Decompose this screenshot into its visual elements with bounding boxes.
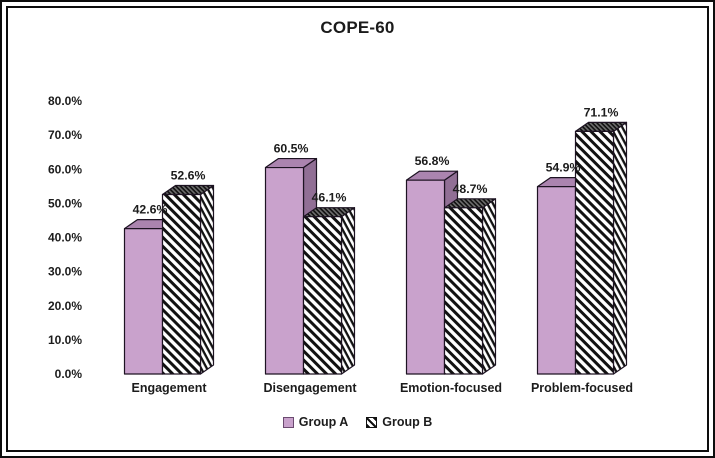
y-axis-tick-label: 0.0% (55, 367, 83, 381)
x-axis-category-label: Problem-focused (531, 381, 633, 395)
bar-front-face (405, 179, 446, 375)
bar-value-label: 46.1% (312, 191, 347, 205)
y-axis-tick-label: 80.0% (48, 94, 82, 108)
bar-front-face (264, 166, 305, 375)
bar-value-label: 54.9% (546, 161, 581, 175)
y-axis-tick-label: 60.0% (48, 162, 82, 176)
bar-group-b-disengagement (302, 207, 356, 375)
bar-value-label: 56.8% (415, 154, 450, 168)
y-axis-tick-label: 30.0% (48, 265, 82, 279)
bar-front-face (161, 193, 202, 375)
chart-title: COPE-60 (320, 18, 395, 37)
legend-label-group-a: Group A (298, 415, 349, 429)
y-axis-tick-label: 50.0% (48, 196, 82, 210)
bar-group-b-emotion-focused (443, 198, 497, 375)
legend-item-group-a: Group A (282, 415, 349, 429)
bar-value-label: 48.7% (453, 182, 488, 196)
y-axis-tick-label: 70.0% (48, 128, 82, 142)
y-axis-tick-label: 10.0% (48, 333, 82, 347)
bar-front-face (302, 216, 343, 375)
bar-front-face (443, 207, 484, 375)
x-axis-category-label: Emotion-focused (400, 381, 502, 395)
legend-item-group-b: Group B (366, 415, 432, 429)
legend-label-group-b: Group B (382, 415, 433, 429)
bar-side-face (612, 121, 628, 375)
bar-side-face (340, 207, 356, 375)
y-axis-tick-label: 40.0% (48, 231, 82, 245)
bar-front-face (536, 186, 577, 375)
bar-group-b-problem-focused (574, 121, 628, 375)
chart-legend: Group A Group B (2, 411, 713, 433)
bar-front-face (574, 130, 615, 375)
bar-value-label: 52.6% (171, 169, 206, 183)
legend-swatch-group-a (282, 416, 294, 428)
bar-front-face (123, 228, 164, 375)
bar-value-label: 60.5% (274, 142, 309, 156)
x-axis-category-label: Engagement (131, 381, 207, 395)
bar-side-face (481, 198, 497, 375)
bar-group-b-engagement (161, 184, 215, 375)
bar-side-face (199, 184, 215, 375)
x-axis-category-label: Disengagement (263, 381, 357, 395)
y-axis-tick-label: 20.0% (48, 299, 82, 313)
legend-swatch-group-b (366, 416, 378, 428)
bar-value-label: 71.1% (584, 105, 619, 119)
bar-value-label: 42.6% (133, 203, 168, 217)
